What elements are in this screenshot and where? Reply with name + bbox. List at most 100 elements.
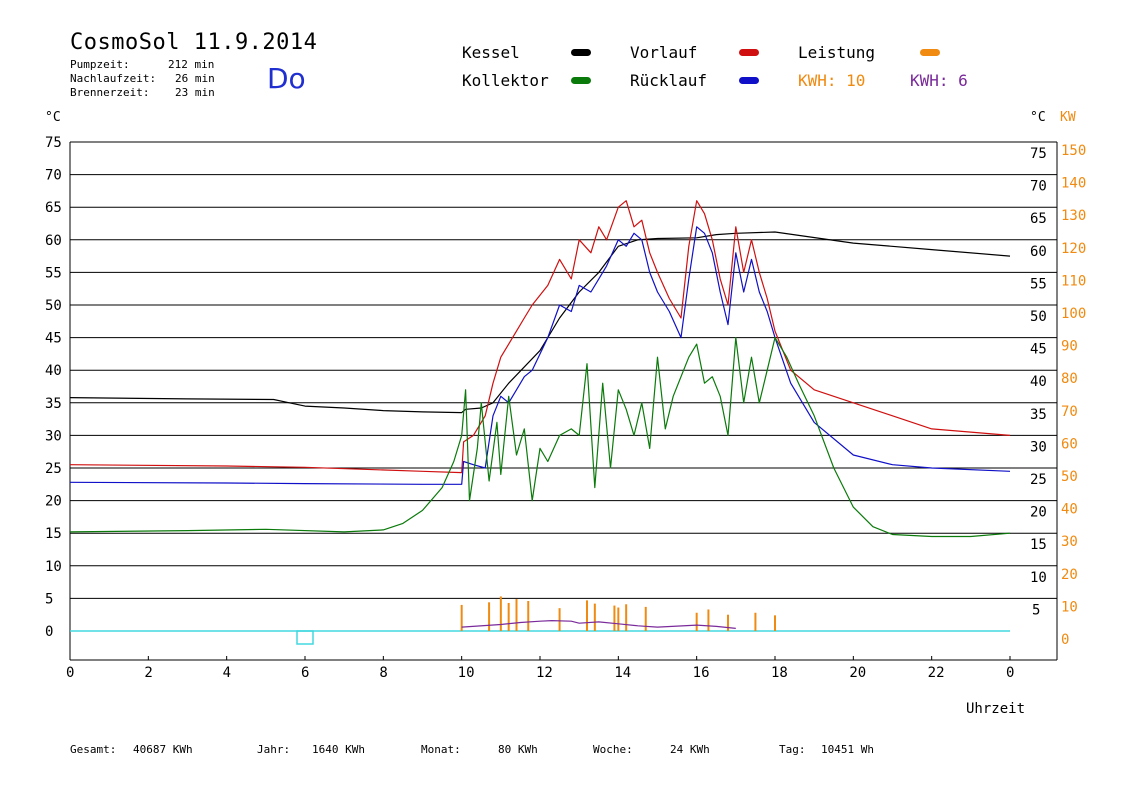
right-temp-tick-45: 45 — [1030, 342, 1047, 358]
right-kw-tick-20: 20 — [1061, 567, 1078, 583]
right-kw-tick-150: 150 — [1061, 143, 1086, 159]
weekday-label: Do — [267, 62, 306, 95]
stat-nachlaufzeit-label: Nachlaufzeit: — [70, 72, 157, 85]
y-tick-label-5: 5 — [45, 591, 53, 607]
y-tick-label-0: 0 — [45, 624, 53, 640]
footer-monat-label: Monat: — [421, 743, 461, 756]
series-rcklauf-line — [69, 226, 1011, 485]
y-tick-label-75: 75 — [45, 135, 62, 151]
right-kw-tick-60: 60 — [1061, 436, 1078, 452]
series-kwh-line — [461, 619, 736, 629]
x-tick-label-2: 4 — [223, 665, 231, 681]
x-tick-label-4: 8 — [379, 665, 387, 681]
grid-lines — [69, 141, 1058, 661]
right-temp-tick-5: 5 — [1032, 602, 1040, 618]
stat-brennerzeit-label: Brennerzeit: — [70, 86, 150, 99]
legend-ruecklauf-swatch — [739, 77, 759, 84]
x-axis-label: Uhrzeit — [966, 701, 1026, 717]
legend-kessel: Kessel — [462, 43, 520, 62]
right-kw-tick-100: 100 — [1061, 306, 1086, 322]
legend-ruecklauf: Rücklauf — [630, 71, 708, 90]
legend-leistung: Leistung — [798, 43, 876, 62]
y-tick-label-60: 60 — [45, 233, 62, 249]
y-tick-label-25: 25 — [45, 461, 62, 477]
right-temp-tick-15: 15 — [1030, 537, 1047, 553]
legend-leistung-swatch — [920, 49, 940, 56]
y-tick-label-10: 10 — [45, 559, 62, 575]
y-tick-label-50: 50 — [45, 298, 62, 314]
data-series — [69, 200, 1011, 631]
y-tick-label-55: 55 — [45, 265, 62, 281]
right-kw-tick-0: 0 — [1061, 632, 1069, 648]
footer-jahr-label: Jahr: — [257, 743, 291, 756]
y-tick-label-45: 45 — [45, 331, 62, 347]
y-tick-label-20: 20 — [45, 494, 62, 510]
chart-title: CosmoSol 11.9.2014 — [70, 30, 318, 55]
right-temp-tick-20: 20 — [1030, 505, 1047, 521]
footer-gesamt-value: 40687 KWh — [133, 743, 193, 756]
right-temp-tick-50: 50 — [1030, 309, 1047, 325]
x-tick-label-12: 0 — [1006, 665, 1014, 681]
x-tick-label-7: 14 — [614, 665, 631, 681]
stat-nachlaufzeit-value: 26 min — [175, 72, 215, 85]
footer-tag-label: Tag: — [779, 743, 806, 756]
x-tick-label-0: 0 — [66, 665, 74, 681]
right-axis-unit-kw: KW — [1060, 110, 1076, 125]
right-kw-tick-110: 110 — [1061, 273, 1086, 289]
x-tick-label-8: 16 — [693, 665, 710, 681]
right-kw-tick-90: 90 — [1061, 339, 1078, 355]
right-kw-tick-30: 30 — [1061, 534, 1078, 550]
legend-kessel-swatch — [571, 49, 591, 56]
series-kollektor-line — [69, 337, 1011, 538]
right-kw-tick-70: 70 — [1061, 404, 1078, 420]
legend-kollektor-swatch — [571, 77, 591, 84]
stat-brennerzeit-value: 23 min — [175, 86, 215, 99]
right-kw-tick-50: 50 — [1061, 469, 1078, 485]
legend-kollektor: Kollektor — [462, 71, 549, 90]
legend-kwh-total: KWH: 10 — [798, 71, 866, 90]
right-kw-tick-10: 10 — [1061, 599, 1078, 615]
x-tick-label-11: 22 — [928, 665, 945, 681]
right-kw-tick-80: 80 — [1061, 371, 1078, 387]
x-tick-label-9: 18 — [771, 665, 788, 681]
x-tick-label-10: 20 — [849, 665, 866, 681]
right-temp-tick-10: 10 — [1030, 570, 1047, 586]
right-axis-unit-temp: °C — [1030, 110, 1046, 125]
y-tick-label-65: 65 — [45, 200, 62, 216]
right-kw-tick-130: 130 — [1061, 208, 1086, 224]
right-temp-tick-25: 25 — [1030, 472, 1047, 488]
footer-jahr-value: 1640 KWh — [312, 743, 365, 756]
series-vorlauf-line — [69, 200, 1011, 474]
legend-vorlauf: Vorlauf — [630, 43, 698, 62]
right-temp-tick-40: 40 — [1030, 374, 1047, 390]
right-temp-tick-70: 70 — [1030, 179, 1047, 195]
y-tick-label-40: 40 — [45, 363, 62, 379]
left-axis-unit: °C — [45, 110, 61, 125]
legend-vorlauf-swatch — [739, 49, 759, 56]
y-tick-label-30: 30 — [45, 428, 62, 444]
legend-kwh-secondary: KWH: 6 — [910, 71, 968, 90]
footer-tag-value: 10451 Wh — [821, 743, 874, 756]
y-tick-label-15: 15 — [45, 526, 62, 542]
tick-labels: 0510152025303540455055606570755101520253… — [45, 135, 1086, 681]
right-temp-tick-60: 60 — [1030, 244, 1047, 260]
stat-pumpzeit-value: 212 min — [168, 58, 215, 71]
y-tick-label-70: 70 — [45, 168, 62, 184]
right-kw-tick-140: 140 — [1061, 176, 1086, 192]
right-temp-tick-75: 75 — [1030, 146, 1047, 162]
right-temp-tick-35: 35 — [1030, 407, 1047, 423]
series-kessel-line — [69, 231, 1011, 414]
x-tick-label-3: 6 — [301, 665, 309, 681]
cursor-marker[interactable] — [296, 630, 314, 645]
right-temp-tick-30: 30 — [1030, 439, 1047, 455]
footer-gesamt-label: Gesamt: — [70, 743, 117, 756]
x-tick-label-1: 2 — [144, 665, 152, 681]
right-temp-tick-65: 65 — [1030, 211, 1047, 227]
footer-monat-value: 80 KWh — [498, 743, 538, 756]
right-temp-tick-55: 55 — [1030, 276, 1047, 292]
right-kw-tick-120: 120 — [1061, 241, 1086, 257]
stat-pumpzeit-label: Pumpzeit: — [70, 58, 130, 71]
x-tick-label-6: 12 — [536, 665, 553, 681]
footer-woche-label: Woche: — [593, 743, 633, 756]
